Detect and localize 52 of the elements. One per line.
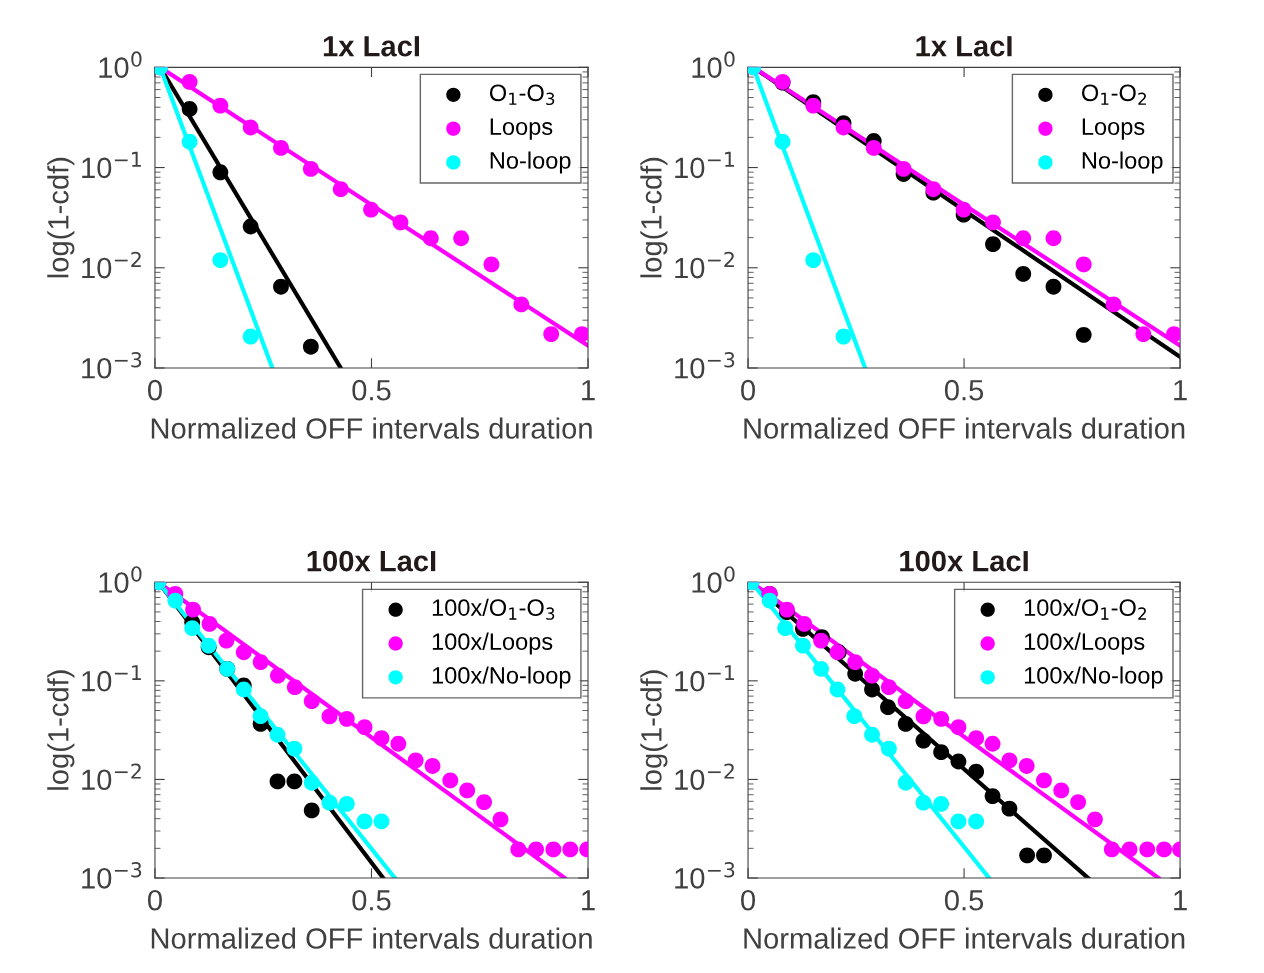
y-axis-title: log(1-cdf) bbox=[640, 157, 668, 278]
legend-label: 100x/O$_{1}$-O$_{3}$ bbox=[432, 598, 555, 620]
y-tick-label: 10$^{−2}$ bbox=[675, 251, 734, 279]
x-tick-label: 1 bbox=[582, 380, 595, 401]
x-tick-label: 1 bbox=[1174, 380, 1187, 401]
x-tick-label: 0 bbox=[741, 379, 756, 401]
y-axis-title: log(1-cdf) bbox=[47, 670, 75, 790]
legend-label: Loops bbox=[1082, 118, 1145, 140]
legend-label: 100x/No-loop bbox=[1024, 666, 1163, 689]
x-tick-label: 0 bbox=[741, 889, 756, 911]
x-tick-label: 0.5 bbox=[352, 889, 391, 911]
y-tick-label: 10$^{−2}$ bbox=[82, 251, 141, 279]
legend-label: O$_{1}$-O$_{3}$ bbox=[489, 84, 555, 106]
y-tick-label: 10$^{−3}$ bbox=[675, 352, 735, 379]
legend-label: 100x/Loops bbox=[432, 632, 553, 655]
legend-label: 100x/No-loop bbox=[432, 666, 571, 689]
y-tick-label: 10$^{−3}$ bbox=[82, 352, 142, 379]
y-tick-label: 10$^{−1}$ bbox=[675, 151, 734, 179]
legend-label: No-loop bbox=[1082, 151, 1163, 174]
x-tick-label: 0 bbox=[148, 889, 162, 911]
y-tick-label: 10$^{0}$ bbox=[99, 566, 142, 593]
y-tick-label: 10$^{−1}$ bbox=[82, 665, 141, 692]
chart-title: 1x LacI bbox=[323, 36, 419, 57]
x-axis-title: Normalized OFF intervals duration bbox=[744, 927, 1185, 949]
chart-title: 100x LacI bbox=[307, 550, 436, 572]
x-tick-label: 0 bbox=[148, 379, 162, 401]
legend-label: No-loop bbox=[490, 151, 571, 174]
y-axis-title: log(1-cdf) bbox=[47, 157, 75, 278]
legend-label: Loops bbox=[490, 118, 553, 140]
chart-title: 100x LacI bbox=[900, 550, 1028, 572]
y-tick-label: 10$^{−1}$ bbox=[82, 151, 141, 179]
y-tick-label: 10$^{0}$ bbox=[99, 51, 142, 78]
legend-label: 100x/O$_{1}$-O$_{2}$ bbox=[1024, 598, 1146, 620]
x-axis-title: Normalized OFF intervals duration bbox=[151, 417, 592, 439]
y-axis-title: log(1-cdf) bbox=[640, 670, 668, 790]
x-tick-label: 0.5 bbox=[352, 379, 391, 401]
x-axis-title: Normalized OFF intervals duration bbox=[744, 417, 1185, 439]
x-tick-label: 1 bbox=[1174, 890, 1187, 911]
y-tick-label: 10$^{0}$ bbox=[692, 51, 735, 78]
legend-label: O$_{1}$-O$_{2}$ bbox=[1081, 84, 1146, 105]
y-tick-label: 10$^{−3}$ bbox=[675, 862, 735, 889]
y-tick-label: 10$^{0}$ bbox=[692, 566, 735, 593]
x-tick-label: 0.5 bbox=[944, 889, 984, 911]
x-axis-title: Normalized OFF intervals duration bbox=[151, 927, 592, 949]
x-tick-label: 0.5 bbox=[944, 379, 984, 401]
y-tick-label: 10$^{−1}$ bbox=[675, 665, 734, 692]
y-tick-label: 10$^{−3}$ bbox=[82, 862, 142, 889]
y-tick-label: 10$^{−2}$ bbox=[675, 763, 734, 791]
y-tick-label: 10$^{−2}$ bbox=[82, 763, 141, 791]
x-tick-label: 1 bbox=[582, 890, 595, 911]
legend-label: 100x/Loops bbox=[1024, 632, 1145, 655]
chart-title: 1x LacI bbox=[916, 36, 1012, 57]
